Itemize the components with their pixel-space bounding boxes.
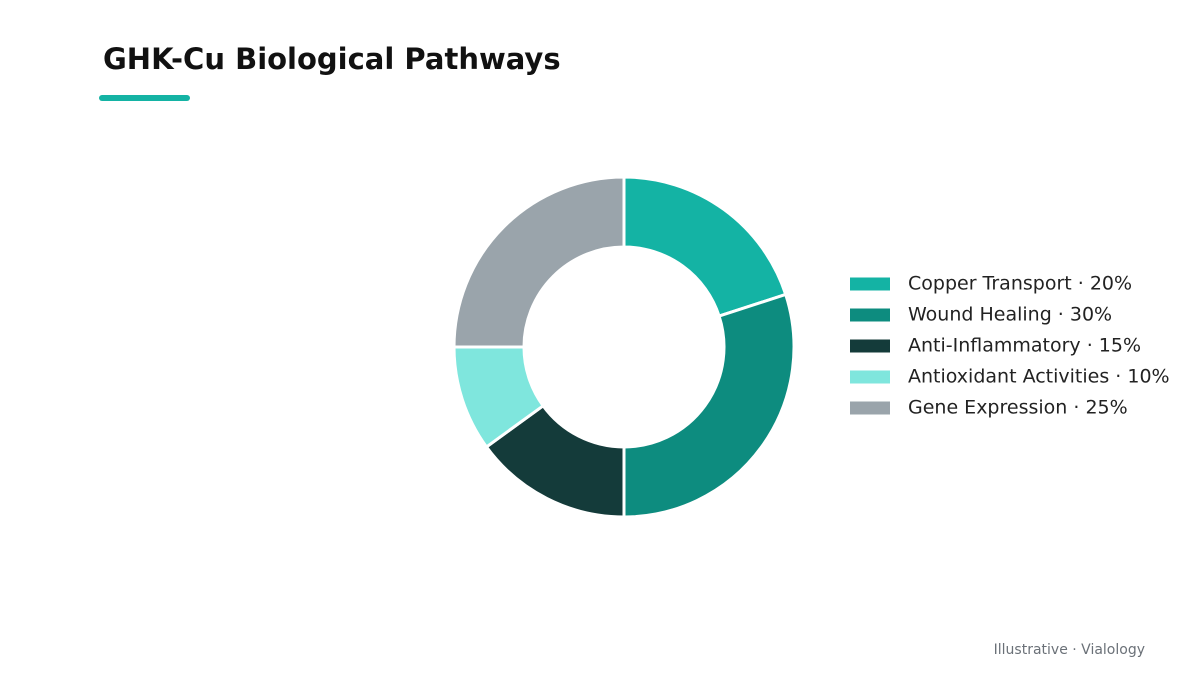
legend-swatch [850,308,890,322]
legend-label: Copper Transport · 20% [908,273,1132,295]
legend-swatch [850,277,890,291]
legend-label: Wound Healing · 30% [908,304,1112,326]
legend-swatch [850,401,890,415]
legend-swatch [850,339,890,353]
chart-title: GHK-Cu Biological Pathways [103,42,561,76]
donut-slice [452,175,626,349]
footer: Illustrative · Vialology [994,642,1145,658]
legend-label: Gene Expression · 25% [908,397,1128,419]
legend-label: Anti-Inflammatory · 15% [908,335,1141,357]
donut-slice [622,292,796,519]
legend-swatch [850,370,890,384]
legend-label: Antioxidant Activities · 10% [908,366,1170,388]
